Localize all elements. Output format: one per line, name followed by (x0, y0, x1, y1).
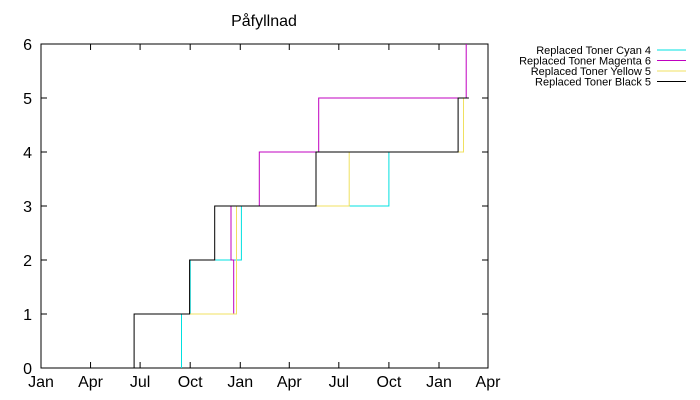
legend-label-2: Replaced Toner Magenta 6 (519, 56, 651, 68)
series-line-3 (186, 98, 464, 315)
x-tick-label: Oct (178, 374, 203, 391)
x-tick-label: Apr (277, 374, 303, 391)
series-line-1 (181, 151, 459, 368)
series-line-4 (133, 97, 469, 368)
legend-label-4: Replaced Toner Black 5 (535, 77, 651, 89)
x-tick-label: Jan (28, 374, 54, 391)
x-tick-label: Jul (329, 374, 349, 391)
y-tick-label: 5 (23, 91, 32, 108)
chart-title: Påfyllnad (231, 12, 297, 30)
x-tick-label: Jul (130, 374, 150, 391)
x-tick-label: Apr (476, 374, 502, 391)
x-tick-label: Jan (227, 374, 253, 391)
x-tick-label: Jan (426, 374, 452, 391)
y-tick-label: 1 (23, 307, 32, 324)
y-tick-label: 2 (23, 253, 32, 270)
x-tick-label: Apr (78, 374, 104, 391)
y-tick-label: 0 (23, 361, 32, 378)
x-tick-label: Oct (376, 374, 401, 391)
series-line-2 (134, 44, 467, 315)
legend-label-3: Replaced Toner Yellow 5 (531, 66, 651, 78)
y-tick-label: 6 (23, 37, 32, 54)
y-tick-label: 4 (23, 145, 32, 162)
legend-label-1: Replaced Toner Cyan 4 (536, 45, 651, 57)
y-tick-label: 3 (23, 199, 32, 216)
